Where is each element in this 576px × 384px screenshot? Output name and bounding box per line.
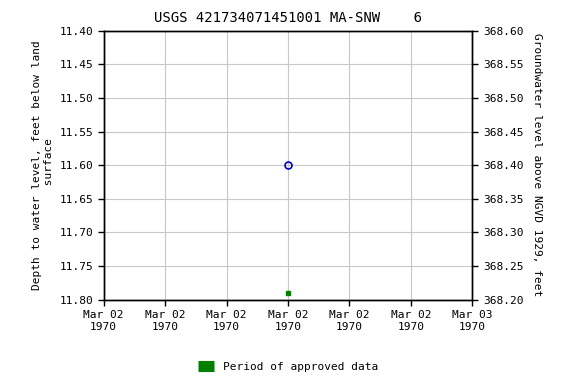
Y-axis label: Groundwater level above NGVD 1929, feet: Groundwater level above NGVD 1929, feet <box>532 33 541 297</box>
Legend: Period of approved data: Period of approved data <box>193 358 383 377</box>
Title: USGS 421734071451001 MA-SNW    6: USGS 421734071451001 MA-SNW 6 <box>154 12 422 25</box>
Y-axis label: Depth to water level, feet below land
 surface: Depth to water level, feet below land su… <box>32 40 54 290</box>
